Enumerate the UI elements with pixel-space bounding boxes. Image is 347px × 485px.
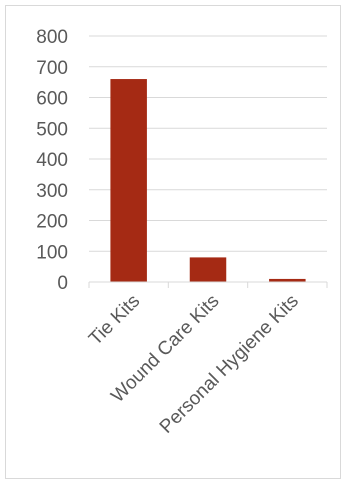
bar-personal-hygiene-kits	[269, 278, 306, 282]
y-tick-label: 500	[36, 119, 68, 140]
y-tick-label: 600	[36, 89, 68, 110]
y-tick-label: 300	[36, 181, 68, 202]
chart-frame	[5, 5, 341, 479]
y-tick-label: 200	[36, 212, 68, 233]
x-category-label: Personal Hygiene Kits	[156, 291, 303, 438]
y-tick-label: 700	[36, 58, 68, 79]
y-tick-label: 400	[36, 150, 68, 171]
y-tick-label: 800	[36, 27, 68, 48]
bars	[110, 79, 306, 282]
bar-tie-kits	[110, 79, 147, 282]
y-tick-label: 0	[57, 273, 68, 294]
bar-wound-care-kits	[189, 257, 227, 282]
x-axis	[88, 281, 328, 288]
x-category-label: Tie Kits	[85, 291, 144, 350]
y-tick-label: 100	[36, 242, 68, 263]
y-axis-tick-labels: 0 100 200 300 400 500 600 700 800	[36, 27, 68, 294]
